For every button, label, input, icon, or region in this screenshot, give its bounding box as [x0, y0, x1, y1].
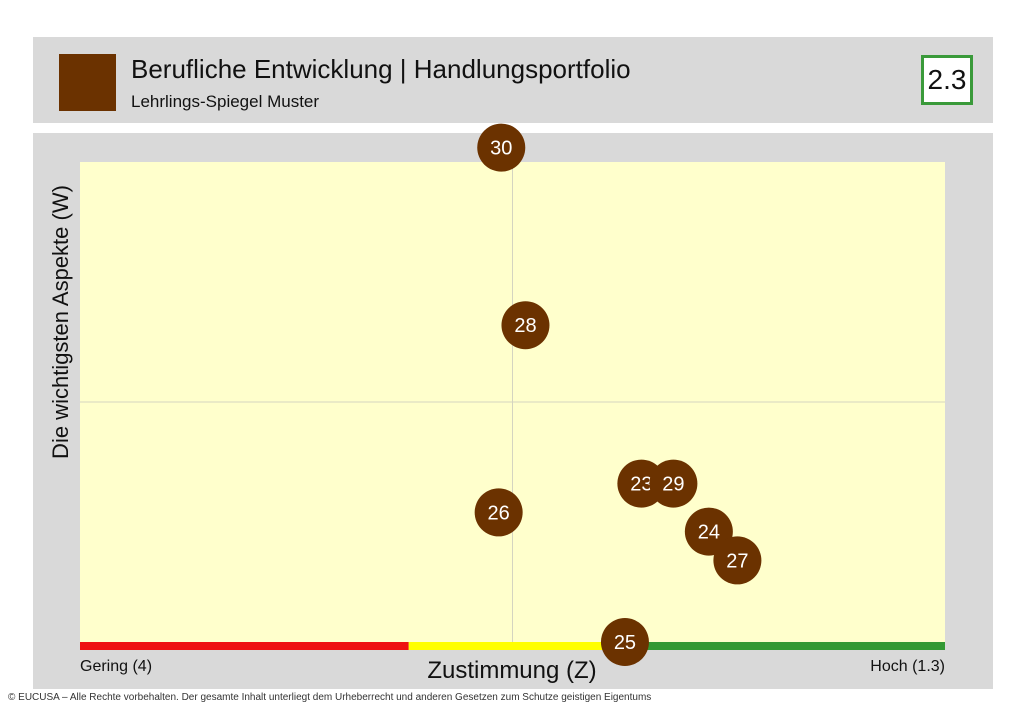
data-point-label: 25 — [614, 632, 636, 654]
data-points: 30 28 23 29 26 24 27 25 — [474, 123, 762, 666]
header: Berufliche Entwicklung | Handlungsportfo… — [33, 37, 993, 123]
data-point-marker — [713, 536, 762, 585]
data-point-label: 26 — [488, 502, 510, 524]
data-point-24: 24 — [684, 507, 733, 556]
scale-bar-segment-1 — [408, 642, 634, 650]
data-point-30: 30 — [477, 123, 526, 172]
scale-bar-segment-0 — [80, 642, 409, 650]
brand-square-icon — [59, 54, 116, 111]
data-point-marker — [649, 459, 698, 508]
data-point-label: 28 — [514, 315, 536, 337]
data-point-27: 27 — [713, 536, 762, 585]
data-point-marker — [477, 123, 526, 172]
data-point-label: 27 — [726, 550, 748, 572]
x-axis-high-label: Hoch (1.3) — [870, 658, 945, 675]
x-axis-low-label: Gering (4) — [80, 658, 152, 675]
data-point-29: 29 — [649, 459, 698, 508]
scale-bar-segment-2 — [633, 642, 945, 650]
scale-bar — [80, 642, 945, 650]
data-point-label: 24 — [698, 522, 720, 544]
data-point-marker — [474, 488, 523, 537]
page-title: Berufliche Entwicklung | Handlungsportfo… — [131, 54, 631, 84]
data-point-marker — [600, 618, 649, 666]
page-subtitle: Lehrlings-Spiegel Muster — [131, 92, 320, 111]
copyright-notice: © EUCUSA – Alle Rechte vorbehalten. Der … — [8, 692, 652, 703]
y-axis-label: Die wichtigsten Aspekte (W) — [48, 185, 73, 459]
data-point-marker — [501, 301, 550, 350]
data-point-label: 30 — [490, 138, 512, 160]
data-point-label: 23 — [630, 474, 652, 496]
data-point-label: 29 — [662, 474, 684, 496]
section-number-badge: 2.3 — [921, 55, 973, 105]
x-axis-label: Zustimmung (Z) — [427, 657, 596, 684]
data-point-25: 25 — [600, 618, 649, 666]
data-point-28: 28 — [501, 301, 550, 350]
data-point-26: 26 — [474, 488, 523, 537]
